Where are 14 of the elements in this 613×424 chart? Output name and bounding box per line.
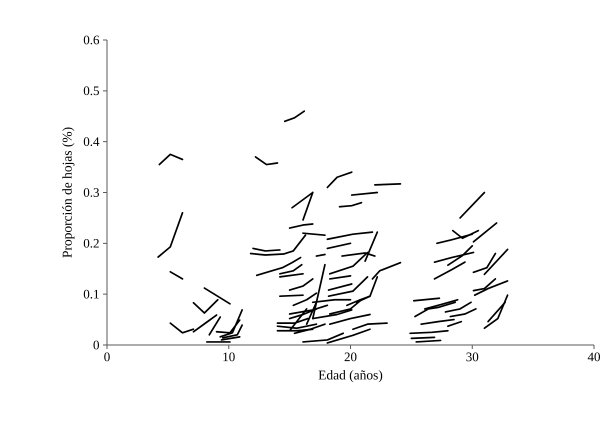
y-tick-label: 0.5 — [84, 86, 99, 96]
x-axis-title: Edad (años) — [318, 370, 382, 382]
y-tick-label: 0.6 — [84, 36, 100, 44]
x-tick-label: 40 — [588, 352, 600, 362]
y-tick-label: 0.3 — [84, 188, 99, 197]
y-tick-label: 0.2 — [84, 238, 99, 248]
y-tick-label: 0 — [94, 340, 99, 350]
y-tick-label: 0.1 — [84, 290, 99, 299]
x-tick-label: 10 — [223, 352, 235, 362]
x-tick-label: 30 — [466, 352, 478, 362]
y-tick-label: 0.4 — [84, 137, 100, 146]
x-tick-label: 20 — [344, 352, 356, 362]
x-tick-label: 0 — [104, 352, 110, 362]
y-axis-title: Proporción de hojas (%) — [62, 128, 74, 258]
